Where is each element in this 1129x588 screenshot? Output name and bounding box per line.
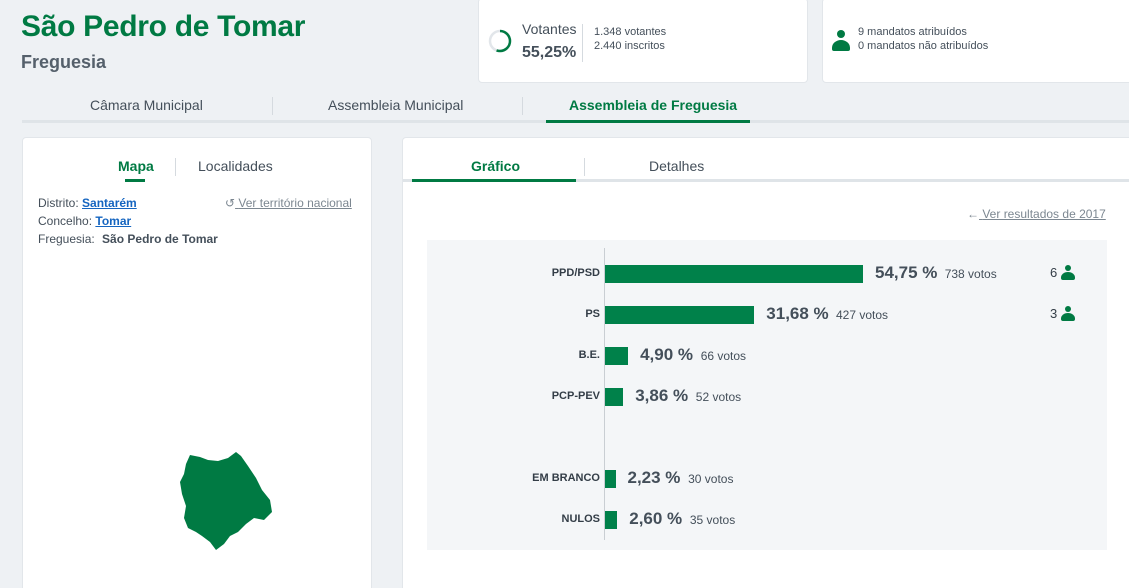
chart-value-label: 3,86 % — [635, 386, 689, 405]
divider — [582, 24, 583, 62]
distrito-row: Distrito: Santarém — [38, 196, 137, 210]
person-icon — [1061, 306, 1075, 321]
tab-camara-municipal[interactable]: Câmara Municipal — [90, 97, 203, 113]
tab-separator — [522, 97, 523, 115]
tab-grafico[interactable]: Gráfico — [471, 158, 521, 174]
page-title: São Pedro de Tomar — [21, 10, 306, 43]
main-tabs: Câmara Municipal Assembleia Municipal As… — [22, 93, 1129, 123]
national-territory-link[interactable]: ↺ Ver território nacional — [225, 196, 352, 210]
voters-count: 1.348 votantes — [594, 26, 667, 38]
chart-value-label: 2,23 % — [627, 468, 681, 487]
mandates-unassigned: 0 mandatos não atribuídos — [858, 40, 989, 52]
chart-category-label: PCP-PEV — [551, 390, 600, 402]
turnout-ring-icon — [488, 29, 512, 53]
chart-votes-label: 30 votos — [688, 472, 734, 486]
turnout-label: Votantes — [522, 21, 577, 37]
registered-count: 2.440 inscritos — [594, 40, 665, 52]
mandates-assigned: 9 mandatos atribuídos — [858, 26, 967, 38]
tab-assembleia-freguesia[interactable]: Assembleia de Freguesia — [569, 97, 738, 113]
turnout-percent: 55,25% — [522, 44, 577, 61]
distrito-label: Distrito: — [38, 196, 79, 210]
subtab-separator — [175, 158, 176, 176]
previous-results-label: Ver resultados de 2017 — [982, 207, 1106, 221]
tab-mapa[interactable]: Mapa — [118, 158, 154, 174]
national-territory-label: Ver território nacional — [238, 196, 352, 210]
mapa-tab-indicator — [125, 179, 145, 182]
tab-localidades[interactable]: Localidades — [198, 158, 273, 174]
subtab-separator — [584, 158, 585, 176]
chart-votes-label: 427 votos — [835, 308, 889, 322]
chart-area — [427, 240, 1107, 550]
chart-votes-label: 66 votos — [700, 349, 747, 363]
chart-value-label: 2,60 % — [629, 509, 683, 528]
concelho-row: Concelho: Tomar — [38, 214, 131, 228]
chart-category-label: EM BRANCO — [532, 472, 600, 484]
tab-detalhes[interactable]: Detalhes — [649, 158, 705, 174]
concelho-link[interactable]: Tomar — [95, 214, 132, 228]
person-icon — [1061, 265, 1075, 280]
grafico-tab-indicator — [412, 179, 576, 182]
chart-axis — [604, 248, 605, 540]
chart-seats-label: 6 — [1050, 265, 1058, 280]
chart-bar — [605, 470, 616, 488]
tab-assembleia-municipal[interactable]: Assembleia Municipal — [328, 97, 464, 113]
concelho-label: Concelho: — [38, 214, 93, 228]
chart-votes-label: 35 votos — [689, 513, 736, 527]
chart-category-label: PPD/PSD — [551, 267, 600, 279]
freguesia-value: São Pedro de Tomar — [102, 232, 218, 246]
chart-bar — [605, 265, 863, 283]
chart-category-label: B.E. — [578, 349, 600, 361]
chart-category-label: PS — [585, 308, 600, 320]
active-tab-indicator — [546, 120, 750, 123]
parish-map-shape[interactable] — [178, 448, 274, 550]
chart-votes-label: 738 votos — [944, 267, 997, 281]
turnout-card — [478, 0, 808, 83]
page-subtitle: Freguesia — [21, 52, 107, 72]
tab-separator — [272, 97, 273, 115]
chart-bar — [605, 388, 624, 406]
results-tabs-line — [403, 179, 1129, 182]
mandates-card — [822, 0, 1129, 83]
chart-category-label: NULOS — [561, 513, 601, 525]
chart-bar — [605, 511, 618, 529]
undo-icon: ↺ — [225, 196, 236, 210]
arrow-left-icon: ← — [967, 207, 979, 221]
chart-value-label: 4,90 % — [640, 345, 694, 364]
chart-seats-label: 3 — [1050, 306, 1058, 321]
chart-value-label: 31,68 % — [766, 304, 829, 323]
chart-votes-label: 52 votos — [695, 390, 742, 404]
freguesia-label: Freguesia: — [38, 232, 95, 246]
chart-bar — [605, 306, 755, 324]
chart-value-label: 54,75 % — [875, 263, 938, 282]
previous-results-link[interactable]: ← Ver resultados de 2017 — [967, 207, 1106, 221]
person-icon — [832, 30, 850, 51]
freguesia-row: Freguesia: São Pedro de Tomar — [38, 232, 218, 246]
distrito-link[interactable]: Santarém — [82, 196, 137, 210]
chart-bar — [605, 347, 629, 365]
